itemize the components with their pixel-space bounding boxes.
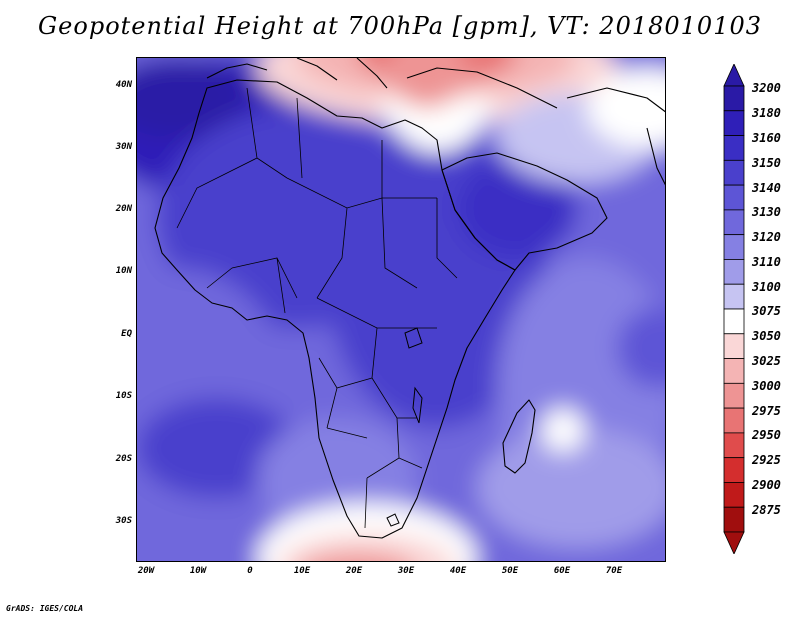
colorbar-segment <box>723 159 745 186</box>
colorbar-segment <box>723 110 745 136</box>
colorbar-segment <box>723 382 745 409</box>
colorbar-label: 2925 <box>752 453 781 468</box>
colorbar-segment <box>723 482 745 508</box>
colorbar-label: 2950 <box>752 428 781 443</box>
colorbar-segment <box>723 85 745 112</box>
colorbar-segment <box>723 432 745 459</box>
map-title: Geopotential Height at 700hPa [gpm], VT:… <box>38 12 762 40</box>
colorbar-label: 3140 <box>752 180 781 195</box>
coastlines <box>154 58 665 539</box>
colorbar-label: 3160 <box>752 130 781 145</box>
colorbar-label: 3130 <box>752 205 781 220</box>
lat-label: 10S <box>115 391 132 401</box>
colorbar-label: 3150 <box>752 155 781 170</box>
colorbar-segment <box>723 358 745 384</box>
colorbar-label: 3000 <box>752 378 781 393</box>
footer-credit: GrADS: IGES/COLA <box>6 604 84 613</box>
lat-label: 40N <box>115 80 132 90</box>
lon-label: 50E <box>501 566 519 576</box>
colorbar-bottom-arrow <box>723 531 745 554</box>
colorbar-label: 2875 <box>752 502 781 517</box>
colorbar-segment <box>723 333 745 359</box>
colorbar-label: 3050 <box>752 329 781 344</box>
colorbar-label: 3200 <box>752 81 781 96</box>
lat-label: 10N <box>115 266 132 276</box>
lon-label: 40E <box>449 566 467 576</box>
lon-label: 20W <box>137 566 155 576</box>
colorbar-label: 3120 <box>752 230 781 245</box>
colorbar-label: 3180 <box>752 106 781 121</box>
colorbar-label: 3110 <box>752 254 781 269</box>
colorbar-segment <box>723 457 745 483</box>
lon-label: 0 <box>247 566 253 576</box>
colorbar-top-arrow <box>723 64 745 87</box>
colorbar-label: 3075 <box>752 304 781 319</box>
colorbar-label: 2975 <box>752 403 781 418</box>
colorbar-label: 3100 <box>752 279 781 294</box>
colorbar-segment <box>723 259 745 285</box>
map-area <box>136 57 666 562</box>
colorbar-label: 3025 <box>752 353 781 368</box>
country-borders <box>176 87 458 529</box>
lon-label: 10W <box>189 566 207 576</box>
colorbar-segment <box>723 283 745 310</box>
lakes <box>386 327 423 527</box>
colorbar-segment <box>723 184 745 211</box>
lat-label: 20N <box>115 204 132 214</box>
colorbar-label: 2900 <box>752 477 781 492</box>
map-canvas <box>137 58 665 561</box>
colorbar-segment <box>723 135 745 161</box>
lat-label: 30N <box>115 142 132 152</box>
lon-label: 70E <box>605 566 623 576</box>
height-field <box>137 58 665 561</box>
lon-label: 30E <box>397 566 415 576</box>
lat-label: 20S <box>115 454 132 464</box>
lon-label: 10E <box>293 566 311 576</box>
colorbar-segment <box>723 234 745 260</box>
colorbar-segment <box>723 506 745 533</box>
colorbar-segment <box>723 308 745 335</box>
lon-label: 20E <box>345 566 363 576</box>
lon-label: 60E <box>553 566 571 576</box>
colorbar-segment <box>723 209 745 236</box>
colorbar <box>723 64 745 554</box>
colorbar-segment <box>723 407 745 434</box>
lat-label: 30S <box>115 516 132 526</box>
lat-label: EQ <box>121 329 132 339</box>
